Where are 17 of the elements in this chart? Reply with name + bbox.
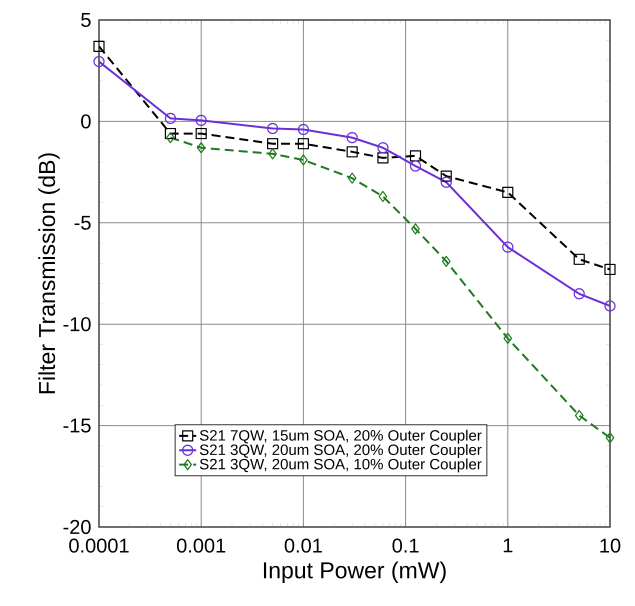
legend-label: S21 7QW, 15um SOA, 20% Outer Coupler	[200, 430, 482, 444]
y-tick-label: -5	[74, 216, 91, 230]
y-tick-label: -20	[63, 520, 91, 534]
x-axis-title: Input Power (mW)	[264, 562, 446, 583]
y-tick-label: -15	[63, 418, 91, 433]
x-tick-label: 0.01	[284, 538, 322, 553]
y-tick-label: 0	[81, 114, 91, 128]
legend-label: S21 3QW, 20um SOA, 20% Outer Coupler	[200, 444, 482, 458]
y-tick-label: 5	[81, 13, 91, 27]
x-tick-label: 0.0001	[69, 538, 129, 553]
x-tick-label: 0.001	[176, 538, 226, 553]
y-tick-label: -10	[63, 317, 91, 332]
y-axis-title: Filter Transmission (dB)	[38, 153, 60, 394]
legend-label: S21 3QW, 20um SOA, 10% Outer Coupler	[200, 458, 482, 472]
x-tick-label: 1	[504, 538, 512, 552]
x-tick-label: 0.1	[392, 538, 419, 553]
x-tick-label: 10	[600, 538, 620, 553]
